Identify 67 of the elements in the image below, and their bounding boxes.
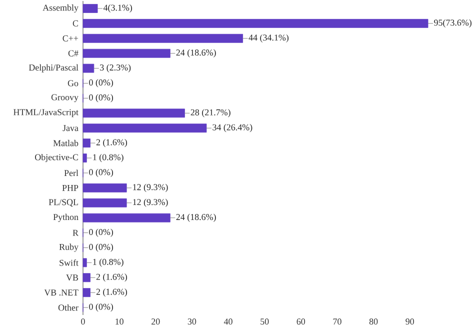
data-label: 2 (1.6%) bbox=[96, 288, 127, 297]
bar bbox=[82, 273, 90, 282]
data-label: 24 (18.6%) bbox=[176, 49, 216, 58]
data-label: 0 (0%) bbox=[89, 244, 114, 252]
y-tick-label: VB .NET bbox=[44, 290, 78, 296]
y-tick-label: Other bbox=[58, 304, 78, 311]
bar bbox=[82, 108, 185, 118]
y-tick-label: HTML/JavaScript bbox=[14, 109, 78, 118]
y-tick-label: Objective-C bbox=[35, 154, 78, 162]
y-tick-label: R bbox=[72, 230, 78, 236]
y-tick-label: C# bbox=[68, 50, 78, 56]
y-tick-label: Groovy bbox=[51, 94, 78, 102]
bar bbox=[82, 48, 170, 58]
x-tick-label: 0 bbox=[81, 318, 85, 325]
y-tick-label: Swift bbox=[60, 259, 78, 266]
bar bbox=[82, 64, 94, 73]
y-tick-label: Go bbox=[68, 80, 78, 86]
data-label: 12 (9.3%) bbox=[133, 198, 168, 207]
x-tick-label: 40 bbox=[224, 318, 232, 325]
y-tick-label: Delphi/Pascal bbox=[28, 64, 78, 72]
data-label: 3 (2.3%) bbox=[100, 64, 131, 72]
x-tick-label: 50 bbox=[260, 318, 269, 325]
data-label: 0 (0%) bbox=[89, 303, 114, 312]
y-tick-label: PL/SQL bbox=[48, 199, 78, 207]
bar bbox=[82, 4, 98, 13]
bar bbox=[82, 183, 127, 192]
bar bbox=[82, 288, 90, 298]
bar bbox=[82, 124, 207, 133]
data-label: 12 (9.3%) bbox=[133, 184, 168, 192]
x-tick-label: 90 bbox=[406, 318, 414, 325]
y-tick-label: Ruby bbox=[59, 244, 78, 252]
data-label: 0 (0%) bbox=[89, 94, 114, 102]
bar bbox=[82, 34, 243, 43]
x-tick-label: 20 bbox=[152, 318, 160, 325]
data-label: 24 (18.6%) bbox=[176, 214, 216, 222]
bar bbox=[82, 138, 90, 148]
bar bbox=[82, 198, 127, 208]
y-tick-label: VB bbox=[66, 274, 78, 281]
x-tick-label: 80 bbox=[369, 318, 378, 325]
data-label: 34 (26.4%) bbox=[212, 124, 252, 132]
data-label: 95(73.6%) bbox=[434, 19, 472, 28]
y-tick-label: PHP bbox=[62, 184, 78, 191]
data-label: 2 (1.6%) bbox=[96, 138, 127, 148]
data-label: 4(3.1%) bbox=[103, 4, 132, 13]
bar bbox=[82, 18, 428, 28]
data-label: 44 (34.1%) bbox=[248, 34, 288, 42]
x-tick-label: 10 bbox=[116, 318, 124, 325]
data-label: 28 (21.7%) bbox=[190, 109, 230, 118]
y-tick-label: Assembly bbox=[42, 4, 78, 13]
bar bbox=[82, 213, 170, 222]
y-tick-label: Matlab bbox=[53, 140, 78, 146]
y-tick-label: C bbox=[72, 20, 78, 26]
y-tick-label: Java bbox=[62, 125, 78, 132]
x-tick-label: 60 bbox=[296, 318, 306, 325]
data-label: 0 (0%) bbox=[89, 168, 114, 178]
y-tick-label: Perl bbox=[64, 170, 78, 176]
data-label: 0 (0%) bbox=[89, 228, 114, 237]
x-tick-label: 70 bbox=[333, 318, 342, 325]
data-label: 1 (0.8%) bbox=[93, 154, 124, 162]
data-label: 0 (0%) bbox=[89, 79, 114, 88]
bar bbox=[82, 258, 87, 268]
y-tick-label: Python bbox=[53, 214, 78, 222]
x-tick-label: 30 bbox=[188, 318, 196, 325]
data-label: 1 (0.8%) bbox=[93, 258, 124, 267]
bar bbox=[82, 154, 87, 162]
y-tick-label: C++ bbox=[62, 35, 78, 42]
data-label: 2 (1.6%) bbox=[96, 274, 127, 282]
